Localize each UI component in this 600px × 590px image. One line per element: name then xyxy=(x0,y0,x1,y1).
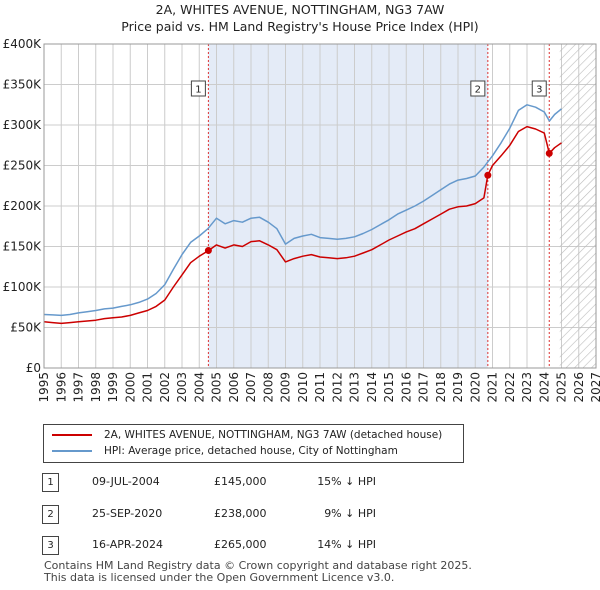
x-tick-label: 2020 xyxy=(468,372,482,403)
y-tick-label: £350K xyxy=(3,78,43,92)
marker-box-3 xyxy=(531,80,547,97)
sale-point-3 xyxy=(545,149,553,157)
x-tick-label: 2027 xyxy=(589,372,600,403)
marker-label-1: 1 xyxy=(195,85,201,96)
price-chart: 1 2 3 £0 £50K £100K £150K £200K £250K £300K £350K… xyxy=(3,37,600,403)
y-tick-label: £100K xyxy=(3,280,43,294)
sale-hpi-diff: 14% ↓ HPI xyxy=(317,538,376,551)
hpi-line xyxy=(43,104,562,317)
sale-date: 09-JUL-2004 xyxy=(92,475,160,488)
sale-badge: 1 xyxy=(42,473,59,492)
sale-price: £238,000 xyxy=(214,507,267,520)
x-tick-label: 2013 xyxy=(348,372,362,403)
legend-swatch-price xyxy=(52,434,92,436)
x-tick-label: 2026 xyxy=(572,372,586,403)
x-tick-label: 2018 xyxy=(434,372,448,403)
table-row: 1 09-JUL-2004 £145,000 15% ↓ HPI xyxy=(0,473,600,493)
x-tick-label: 2010 xyxy=(296,372,310,403)
marker-label-3: 3 xyxy=(536,85,542,96)
x-tick-label: 1999 xyxy=(106,372,120,403)
chart-subtitle: Price paid vs. HM Land Registry's House … xyxy=(121,19,479,34)
x-tick-label: 1996 xyxy=(54,372,68,403)
x-tick-label: 2000 xyxy=(123,372,137,403)
sale-badge: 3 xyxy=(42,536,59,555)
table-row: 2 25-SEP-2020 £238,000 9% ↓ HPI xyxy=(0,505,600,525)
marker-box-1 xyxy=(190,80,206,97)
x-tick-label: 1998 xyxy=(89,372,103,403)
table-row: 3 16-APR-2024 £265,000 14% ↓ HPI xyxy=(0,536,600,556)
x-tick-label: 2005 xyxy=(210,372,224,403)
footer-copyright: Contains HM Land Registry data © Crown c… xyxy=(44,559,472,572)
x-tick-label: 2001 xyxy=(141,372,155,403)
x-tick-label: 2011 xyxy=(313,372,327,403)
x-tick-label: 2014 xyxy=(365,372,379,403)
y-tick-label: £300K xyxy=(3,118,43,132)
x-tick-label: 2021 xyxy=(486,372,500,403)
legend-item-hpi: HPI: Average price, detached house, City… xyxy=(52,444,398,458)
x-tick-label: 2003 xyxy=(175,372,189,403)
marker-label-2: 2 xyxy=(475,85,481,96)
x-tick-label: 2006 xyxy=(227,372,241,403)
sale-date: 16-APR-2024 xyxy=(92,538,164,551)
sale-date: 25-SEP-2020 xyxy=(92,507,163,520)
y-tick-label: £150K xyxy=(3,240,43,254)
sale-price: £265,000 xyxy=(214,538,267,551)
x-tick-label: 1997 xyxy=(72,372,86,403)
chart-title: 2A, WHITES AVENUE, NOTTINGHAM, NG3 7AW xyxy=(155,2,445,17)
future-hatch xyxy=(559,44,596,368)
sale-hpi-diff: 15% ↓ HPI xyxy=(317,475,376,488)
x-tick-label: 2004 xyxy=(192,372,206,403)
x-tick-label: 2022 xyxy=(503,372,517,403)
legend-item-price: 2A, WHITES AVENUE, NOTTINGHAM, NG3 7AW (… xyxy=(52,428,442,442)
y-tick-label: £250K xyxy=(3,159,43,173)
legend-label-hpi: HPI: Average price, detached house, City… xyxy=(104,445,398,457)
sale-point-1 xyxy=(204,247,212,255)
y-tick-label: £50K xyxy=(10,321,42,335)
y-tick-label: £400K xyxy=(3,37,43,51)
x-tick-label: 1995 xyxy=(37,372,51,403)
x-tick-label: 2024 xyxy=(537,372,551,403)
sale-point-2 xyxy=(484,171,492,179)
sale-badge: 2 xyxy=(42,505,59,524)
price-paid-line xyxy=(43,125,562,325)
x-tick-label: 2002 xyxy=(158,372,172,403)
x-tick-label: 2017 xyxy=(417,372,431,403)
x-tick-label: 2008 xyxy=(261,372,275,403)
marker-box-2 xyxy=(470,80,486,97)
x-tick-label: 2016 xyxy=(399,372,413,403)
x-tick-label: 2012 xyxy=(330,372,344,403)
x-tick-label: 2025 xyxy=(555,372,569,403)
y-tick-label: £200K xyxy=(3,199,43,213)
plot-frame xyxy=(43,43,597,369)
x-tick-label: 2023 xyxy=(520,372,534,403)
x-tick-label: 2007 xyxy=(244,372,258,403)
x-tick-label: 2015 xyxy=(382,372,396,403)
x-tick-label: 2009 xyxy=(279,372,293,403)
chart-legend: 2A, WHITES AVENUE, NOTTINGHAM, NG3 7AW (… xyxy=(43,424,464,463)
legend-label-price: 2A, WHITES AVENUE, NOTTINGHAM, NG3 7AW (… xyxy=(104,429,443,441)
sale-price: £145,000 xyxy=(214,475,267,488)
legend-swatch-hpi xyxy=(52,450,92,452)
x-tick-label: 2019 xyxy=(451,372,465,403)
footer-license: This data is licensed under the Open Gov… xyxy=(44,571,395,584)
sale-hpi-diff: 9% ↓ HPI xyxy=(324,507,376,520)
y-tick-label: £0 xyxy=(26,361,41,375)
